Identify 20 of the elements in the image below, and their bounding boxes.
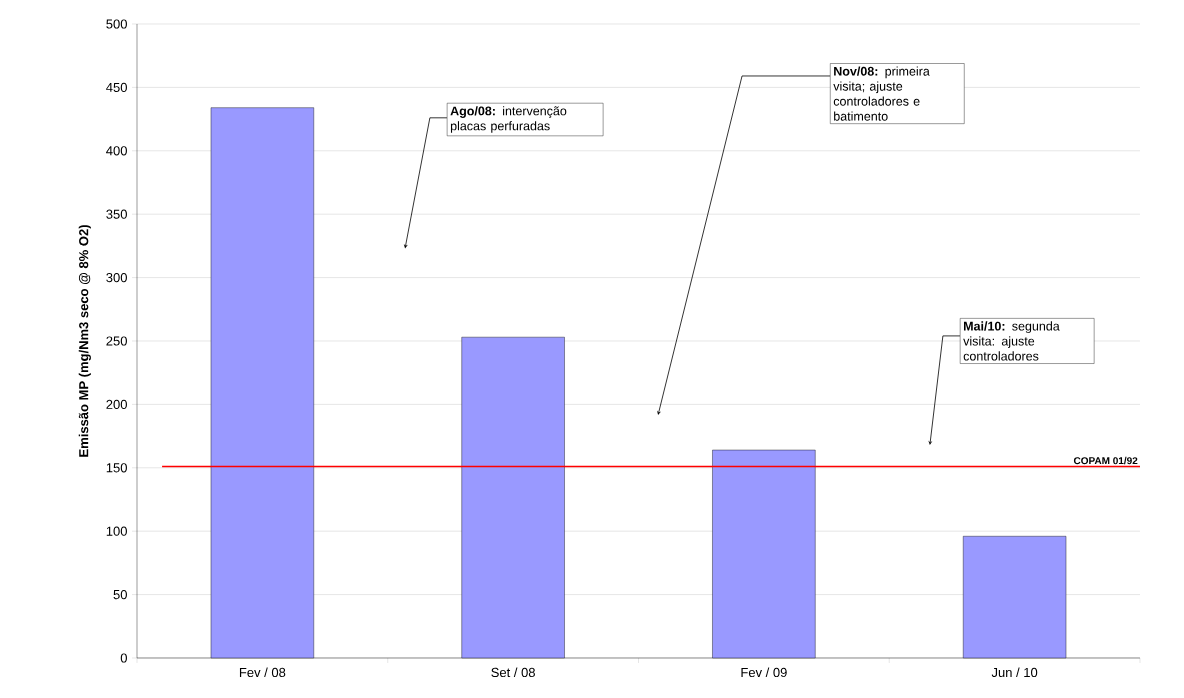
y-tick-label: 250 bbox=[106, 336, 127, 346]
ref-line-label: COPAM 01/92 bbox=[1073, 456, 1138, 465]
y-tick-label: 0 bbox=[120, 653, 127, 663]
annotation: Mai/10: segunda visita: ajuste controladores bbox=[963, 321, 1060, 361]
annotation: Nov/08: primeira visita; ajuste controladores e batimento bbox=[833, 66, 930, 121]
y-tick-label: 450 bbox=[106, 82, 127, 92]
y-tick-label: 300 bbox=[106, 272, 127, 283]
y-axis-title: Emissão MP (mg/Nm3 seco @ 8% O2) bbox=[78, 225, 91, 457]
annotation: Ago/08: intervenção placas perfuradas bbox=[450, 106, 567, 133]
y-tick-label: 500 bbox=[106, 19, 127, 29]
x-tick-label: Set / 08 bbox=[491, 667, 535, 678]
y-tick-label: 150 bbox=[106, 463, 127, 473]
y-tick-label: 350 bbox=[106, 209, 127, 219]
y-tick-label: 400 bbox=[106, 146, 127, 156]
y-tick-label: 100 bbox=[106, 526, 127, 536]
x-tick-label: Jun / 10 bbox=[991, 667, 1038, 678]
x-tick-label: Fev / 08 bbox=[239, 667, 286, 678]
y-tick-label: 200 bbox=[106, 399, 127, 409]
y-tick-label: 50 bbox=[113, 589, 127, 600]
x-tick-label: Fev / 09 bbox=[741, 667, 787, 678]
